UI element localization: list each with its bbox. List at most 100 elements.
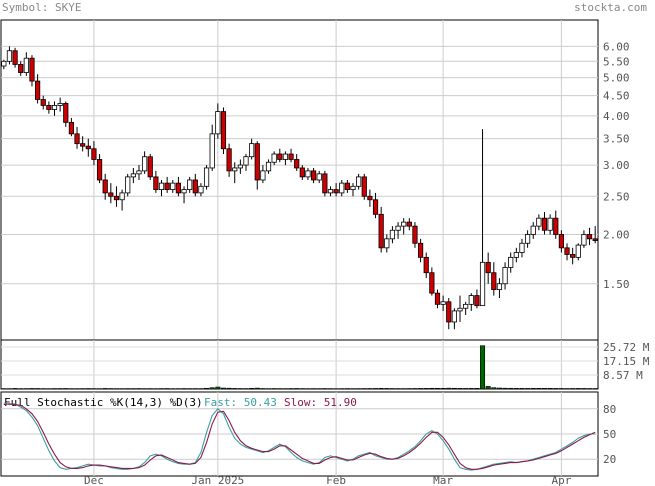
- volume-bar: [446, 387, 452, 390]
- candle-body: [446, 301, 452, 323]
- candle-body: [74, 133, 80, 145]
- volume-bar: [423, 388, 429, 390]
- volume-bar: [406, 388, 412, 390]
- volume-bar: [564, 388, 570, 390]
- stochastic-line-fast: [3, 402, 596, 471]
- candle: [108, 183, 114, 204]
- candle: [119, 189, 125, 211]
- candle-body: [372, 199, 379, 215]
- volume-bar: [74, 388, 80, 390]
- candle-body: [479, 261, 486, 307]
- candle-body: [63, 103, 69, 123]
- volume-bar: [525, 388, 531, 390]
- candle: [288, 148, 294, 163]
- volume-bar: [530, 388, 536, 390]
- volume-bar: [52, 388, 58, 390]
- volume-bar: [389, 388, 395, 390]
- candle-body: [271, 153, 277, 163]
- candle-body: [384, 238, 390, 249]
- volume-bar: [344, 388, 350, 390]
- candle-body: [226, 148, 232, 172]
- volume-bar: [496, 387, 502, 390]
- candle-body: [198, 185, 204, 194]
- candle-body: [249, 143, 255, 158]
- volume-bar: [322, 388, 328, 390]
- candle: [265, 159, 272, 174]
- volume-bar: [553, 388, 559, 390]
- candle-body: [356, 176, 362, 187]
- volume-bar: [232, 388, 238, 390]
- volume-bar: [333, 388, 339, 390]
- volume-bar: [170, 388, 176, 390]
- candle: [530, 222, 536, 239]
- candle-body: [333, 189, 339, 194]
- candle: [553, 210, 559, 239]
- candle-body: [102, 179, 108, 194]
- candle-body: [80, 143, 86, 147]
- volume-bar: [480, 345, 486, 390]
- candle: [378, 206, 384, 253]
- volume-bar: [220, 387, 226, 390]
- candle-body: [108, 192, 114, 197]
- volume-bar: [68, 388, 74, 390]
- symbol-label: Symbol: SKYE: [2, 1, 82, 14]
- candle: [333, 183, 339, 197]
- candle: [406, 218, 412, 231]
- candle: [237, 159, 243, 174]
- volume-bar: [215, 386, 221, 390]
- volume-bar: [40, 388, 46, 390]
- candle: [350, 183, 356, 197]
- candle: [175, 176, 182, 197]
- candle: [417, 238, 424, 263]
- candle-body: [294, 159, 300, 169]
- x-tick-label: Dec: [84, 474, 104, 486]
- volume-bar: [46, 388, 52, 390]
- volume-bar: [142, 388, 148, 390]
- price-tick-label: 2.50: [603, 190, 630, 203]
- candle: [592, 226, 598, 244]
- candle-body: [496, 283, 503, 290]
- candle: [586, 227, 593, 246]
- volume-bar: [311, 388, 317, 390]
- candle-body: [187, 179, 193, 190]
- candle: [513, 247, 519, 263]
- candle: [136, 165, 142, 180]
- candle: [322, 170, 328, 197]
- stochastic-slow-label: Slow: 51.90: [284, 396, 357, 409]
- volume-bar: [570, 388, 576, 390]
- candle-body: [530, 225, 536, 235]
- price-tick-label: 4.00: [603, 110, 630, 123]
- candle-body: [265, 161, 272, 172]
- candle: [570, 247, 576, 265]
- candle-body: [23, 57, 29, 73]
- candle: [125, 173, 131, 197]
- volume-bar: [401, 388, 407, 390]
- candle: [344, 179, 350, 193]
- candle: [389, 226, 396, 244]
- candle-body: [389, 229, 396, 240]
- candle: [102, 173, 108, 200]
- candle: [384, 234, 390, 253]
- volume-bar: [558, 388, 564, 390]
- volume-bar: [474, 388, 480, 390]
- candle-body: [170, 182, 176, 190]
- volume-bar: [192, 388, 198, 390]
- volume-bar: [513, 388, 519, 390]
- volume-bar: [29, 388, 35, 390]
- candle-body: [575, 244, 581, 258]
- candle: [277, 148, 283, 163]
- candle-body: [417, 242, 424, 258]
- price-tick-label: 3.00: [603, 159, 630, 172]
- candle: [142, 151, 148, 174]
- volume-bar: [130, 388, 136, 390]
- candle-body: [412, 225, 418, 244]
- price-tick-label: 3.50: [603, 133, 630, 146]
- volume-bar: [288, 388, 294, 390]
- candle: [508, 252, 514, 273]
- candle-body: [474, 295, 480, 307]
- candle: [451, 308, 457, 330]
- candle-body: [277, 153, 283, 160]
- volume-bar: [119, 388, 125, 390]
